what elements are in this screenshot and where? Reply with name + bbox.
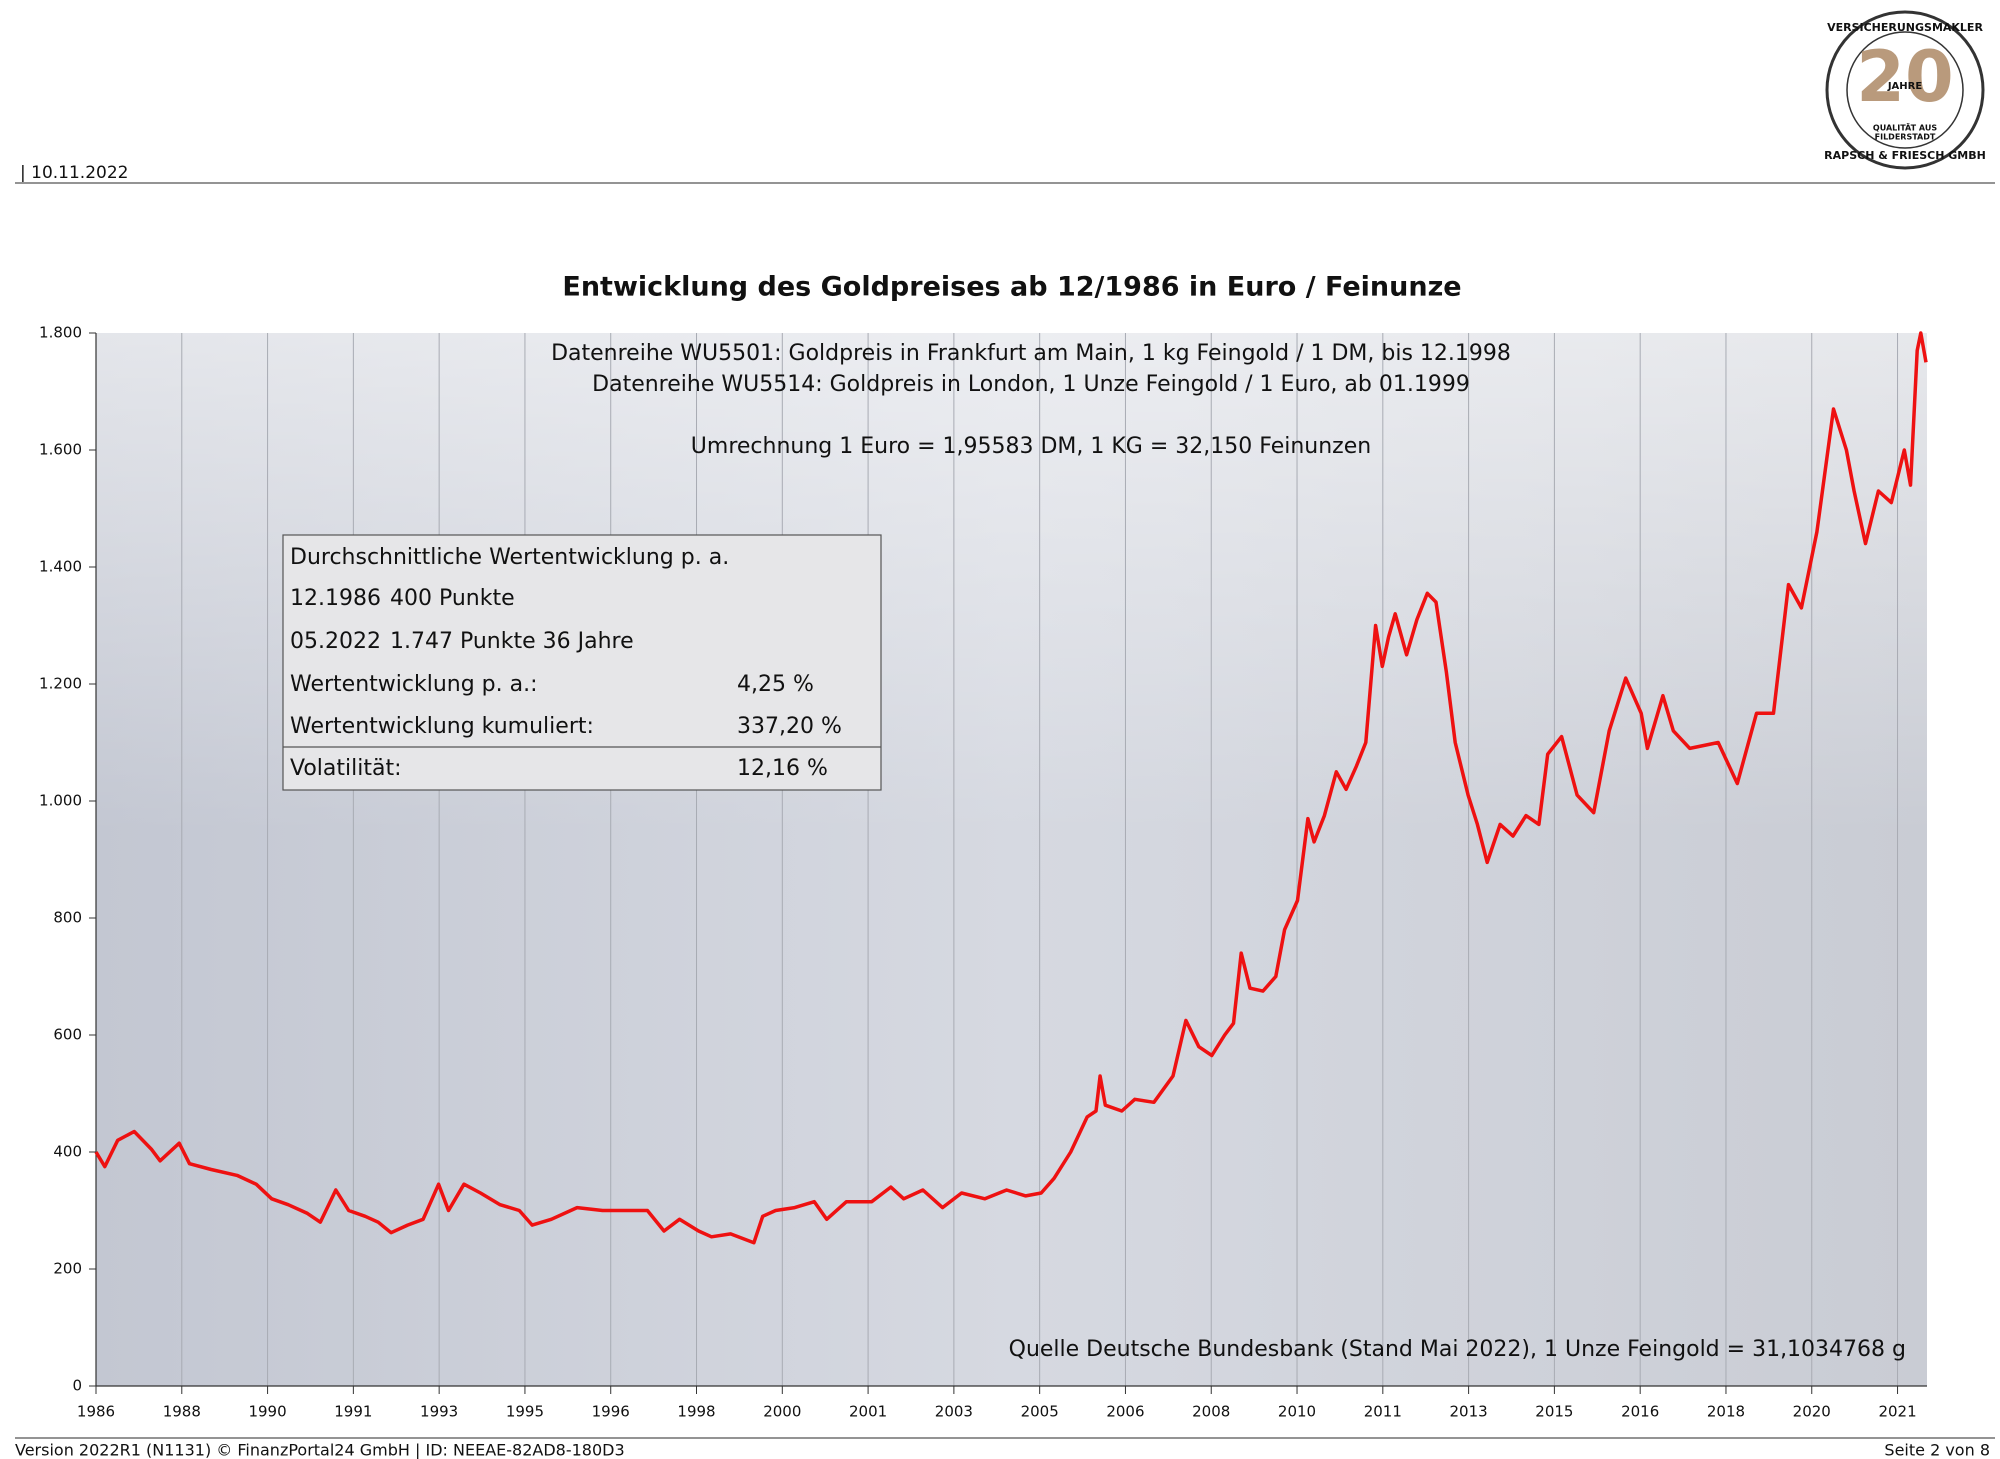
info-box-title: Durchschnittliche Wertentwicklung p. a. [290, 545, 729, 570]
y-tick-label: 1.200 [39, 675, 82, 693]
y-tick-label: 0 [72, 1377, 82, 1395]
annotation: Datenreihe WU5501: Goldpreis in Frankfur… [551, 341, 1511, 366]
x-tick-label: 2021 [1878, 1403, 1916, 1421]
info-box-frame [282, 534, 882, 791]
y-tick-label: 1.000 [39, 792, 82, 810]
y-tick-label: 1.600 [39, 441, 82, 459]
x-tick-label: 1988 [163, 1403, 201, 1421]
info-box-cell: 4,25 % [737, 672, 814, 697]
logo-ring [1825, 10, 1985, 170]
info-box-cell: Wertentwicklung p. a.: [290, 672, 538, 697]
footer-right: Seite 2 von 8 [1884, 1441, 1990, 1459]
y-tick-label: 200 [53, 1260, 82, 1278]
y-tick-label: 1.800 [39, 324, 82, 342]
info-box-cell: 1.747 Punkte 36 Jahre [390, 629, 634, 654]
info-box-cell: 337,20 % [737, 714, 842, 739]
x-tick-label: 2005 [1021, 1403, 1059, 1421]
source: Quelle Deutsche Bundesbank (Stand Mai 20… [1009, 1337, 1906, 1362]
x-tick-label: 2001 [849, 1403, 887, 1421]
y-tick-label: 600 [53, 1026, 82, 1044]
logo-inner [1846, 31, 1964, 149]
x-tick-label: 2015 [1535, 1403, 1573, 1421]
x-tick-label: 2008 [1192, 1403, 1230, 1421]
info-box-cell: Wertentwicklung kumuliert: [290, 714, 594, 739]
info-box: Durchschnittliche Wertentwicklung p. a. … [282, 534, 882, 791]
x-tick-label: 2003 [935, 1403, 973, 1421]
y-tick-label: 1.400 [39, 558, 82, 576]
info-box-cell: 12.1986 [290, 586, 381, 611]
annotation: Umrechnung 1 Euro = 1,95583 DM, 1 KG = 3… [691, 434, 1371, 459]
x-tick-label: 2016 [1621, 1403, 1659, 1421]
x-tick-label: 1995 [506, 1403, 544, 1421]
logo-ring-bottom: RAPSCH & FRIESCH GMBH [1824, 149, 1986, 162]
x-tick-label: 2018 [1707, 1403, 1745, 1421]
chart-title: Entwicklung des Goldpreises ab 12/1986 i… [562, 272, 1461, 303]
info-rows: 12.1986 400 Punkte 05.2022 1.747 Punkte 36 … [290, 586, 842, 781]
x-tick-label: 2006 [1106, 1403, 1144, 1421]
header-date: | 10.11.2022 [20, 163, 128, 183]
x-tick-label: 2011 [1364, 1403, 1402, 1421]
info-box-cell: Volatilität: [290, 756, 402, 781]
x-tick-label: 1986 [77, 1403, 115, 1421]
x-tick-label: 1993 [420, 1403, 458, 1421]
y-tick-label: 800 [53, 909, 82, 927]
info-box-cell: 12,16 % [737, 756, 828, 781]
x-tick-label: 1996 [592, 1403, 630, 1421]
x-tick-label: 1991 [334, 1403, 372, 1421]
footer-left: Version 2022R1 (N1131) © FinanzPortal24 … [15, 1441, 625, 1459]
plot: 1986 1988 1990 1991 1993 1995 1996 1998 2000 2001… [39, 324, 1928, 1421]
info-box-cell: 400 Punkte [390, 586, 515, 611]
logo: VERSICHERUNGSMAKLER 20 JAHRE QUALITÄT AU… [1824, 10, 1986, 170]
price-line [94, 331, 1928, 1245]
x-tick-label: 1998 [677, 1403, 715, 1421]
logo-ring-top: VERSICHERUNGSMAKLER [1827, 21, 1983, 34]
logo-unit: JAHRE [1887, 81, 1923, 92]
info-box-cell: 05.2022 [290, 629, 381, 654]
x-tick-label: 2000 [763, 1403, 801, 1421]
logo-line: FILDERSTADT [1875, 133, 1936, 142]
logo-line: QUALITÄT AUS [1873, 123, 1937, 133]
logo-number: 20 [1856, 36, 1953, 118]
x-tick-label: 2013 [1450, 1403, 1488, 1421]
x-tick-label: 1990 [248, 1403, 286, 1421]
x-tick-label: 2020 [1793, 1403, 1831, 1421]
y-tick-label: 400 [53, 1143, 82, 1161]
annotation: Datenreihe WU5514: Goldpreis in London, … [592, 372, 1470, 397]
x-tick-label: 2010 [1278, 1403, 1316, 1421]
